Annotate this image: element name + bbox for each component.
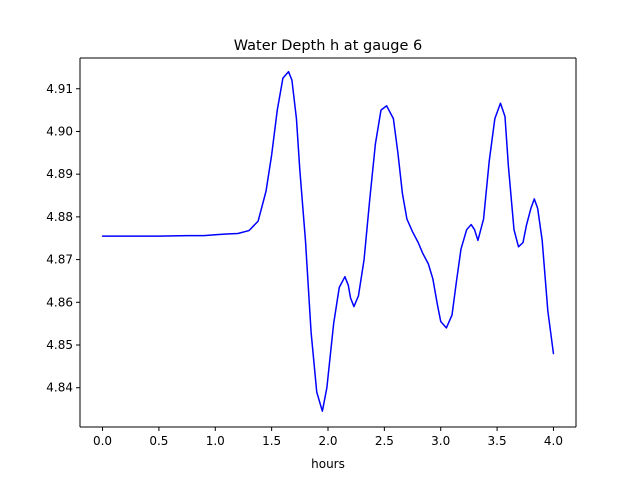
y-tick-label: 4.85 (46, 338, 73, 352)
x-tick-label: 1.0 (206, 434, 225, 448)
x-axis-label: hours (311, 457, 345, 471)
series-line-0 (101, 70, 555, 412)
y-tick-label: 4.90 (46, 124, 73, 138)
x-tick-label: 2.5 (375, 434, 394, 448)
x-tick-label: 3.5 (488, 434, 507, 448)
x-tick-label: 4.0 (544, 434, 563, 448)
y-tick-label: 4.86 (46, 295, 73, 309)
y-tick-label: 4.91 (46, 82, 73, 96)
x-tick-label: 0.5 (149, 434, 168, 448)
y-tick-label: 4.84 (46, 381, 73, 395)
plot-area: 0.0 0.5 1.0 1.5 2.0 2.5 3.0 3.5 4.0 4.84 4.85 4.86 4… (46, 57, 577, 448)
y-tick-label: 4.87 (46, 253, 73, 267)
x-tick-label: 0.0 (93, 434, 112, 448)
x-tick-label: 2.0 (318, 434, 337, 448)
x-tick-label: 1.5 (262, 434, 281, 448)
y-tick-label: 4.88 (46, 210, 73, 224)
y-tick-label: 4.89 (46, 167, 73, 181)
x-tick-label: 3.0 (431, 434, 450, 448)
chart-title: Water Depth h at gauge 6 (234, 38, 422, 54)
